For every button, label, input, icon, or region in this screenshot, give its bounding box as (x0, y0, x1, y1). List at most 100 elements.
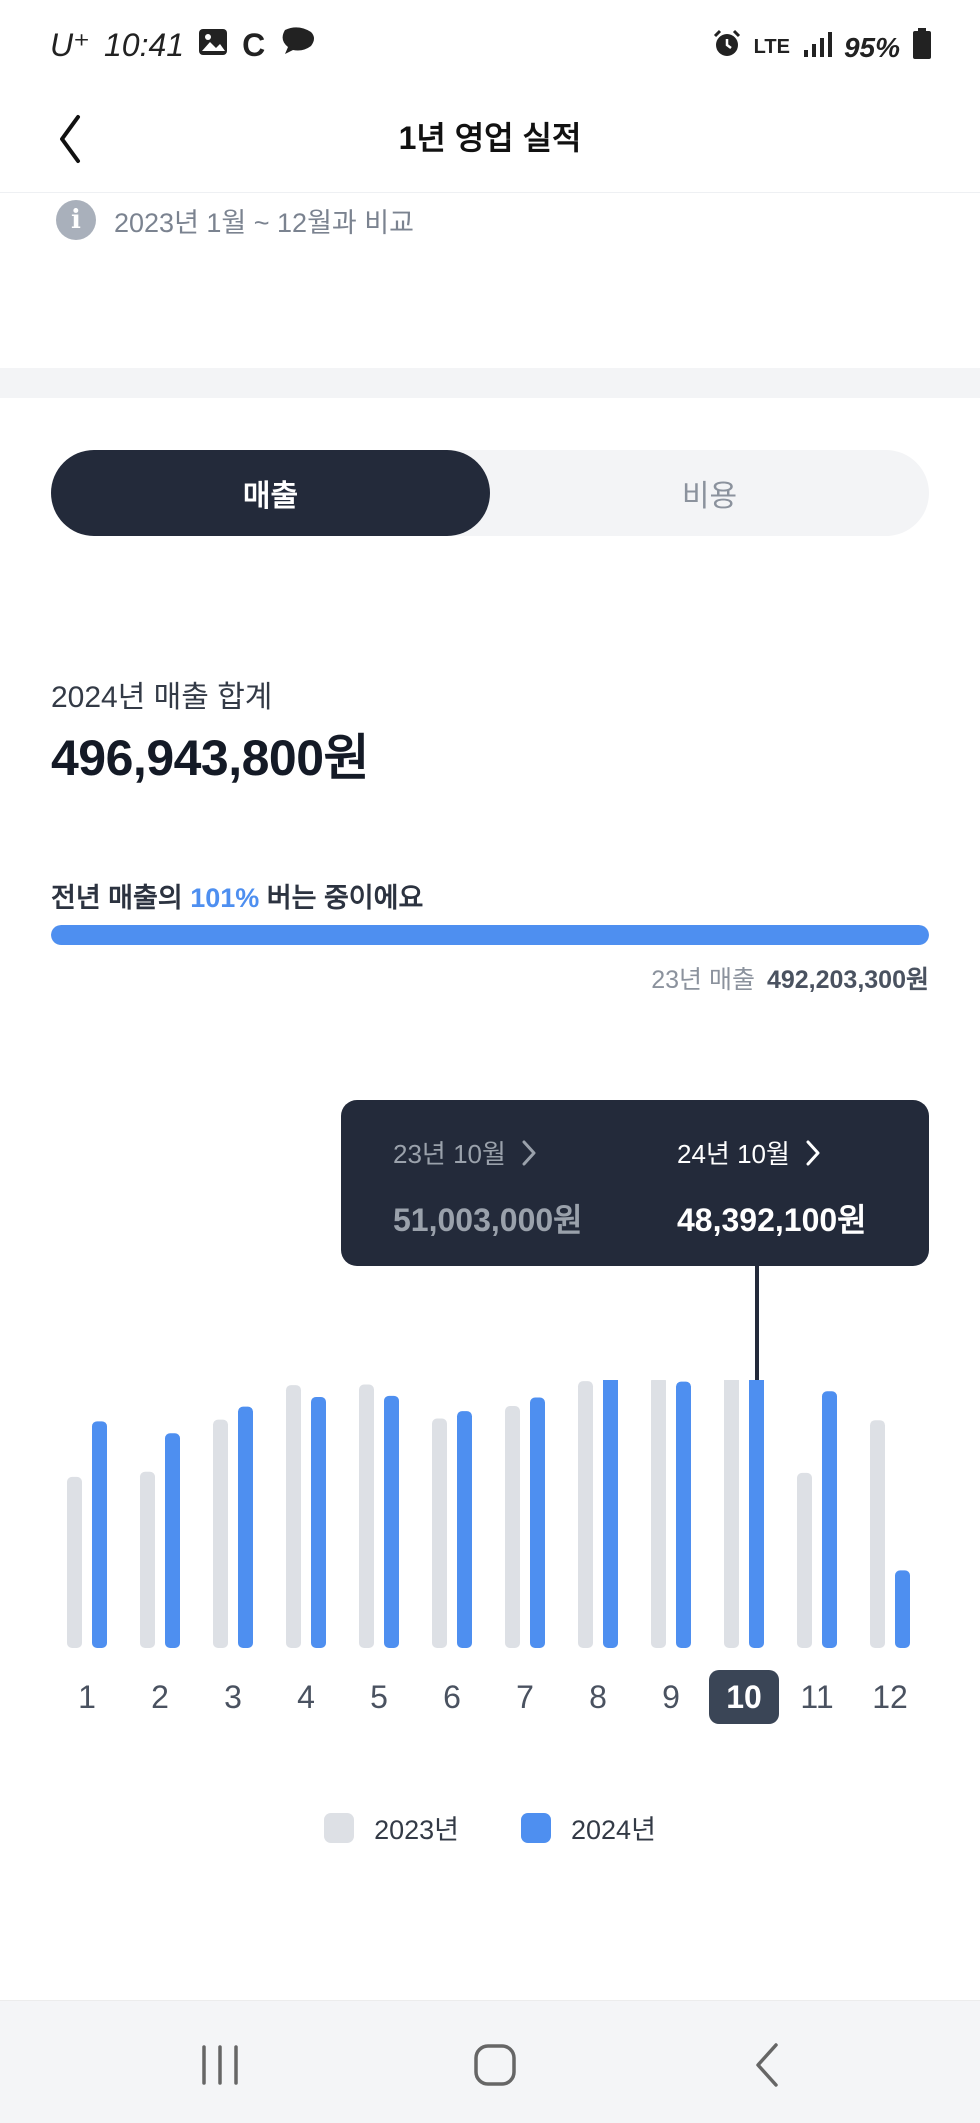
status-right: LTE 95% (712, 28, 932, 67)
tooltip-pointer-line (755, 1266, 759, 1408)
chevron-right-icon (806, 1140, 820, 1165)
bar-3-2023[interactable] (213, 1419, 228, 1648)
carrier-label: U⁺ (50, 27, 90, 63)
alarm-icon (712, 29, 742, 66)
tab-revenue[interactable]: 매출 (51, 450, 490, 536)
month-label-3[interactable]: 3 (224, 1679, 242, 1715)
back-button[interactable] (48, 111, 108, 171)
month-label-7[interactable]: 7 (516, 1679, 534, 1715)
progress-suffix: 버는 중이에요 (259, 883, 424, 913)
bar-4-2024[interactable] (311, 1396, 326, 1648)
tooltip-current-year[interactable]: 24년 10월 48,392,100원 (677, 1134, 867, 1241)
bar-1-2024[interactable] (92, 1421, 107, 1648)
progress-bar (51, 925, 929, 945)
progress-prefix: 전년 매출의 (51, 883, 191, 913)
month-label-1[interactable]: 1 (78, 1679, 96, 1715)
month-label-6[interactable]: 6 (443, 1679, 461, 1715)
tooltip-cur-value: 48,392,100원 (677, 1202, 867, 1238)
legend-item-2024: 2024년 (521, 1808, 656, 1847)
bar-chart-svg (67, 1380, 910, 1649)
tooltip-prev-head: 23년 10월 (393, 1134, 583, 1171)
battery-percent: 95% (843, 31, 900, 63)
bar-7-2024[interactable] (530, 1397, 545, 1648)
bar-4-2023[interactable] (286, 1385, 301, 1648)
bar-8-2023[interactable] (578, 1381, 593, 1648)
month-label-2[interactable]: 2 (151, 1679, 169, 1715)
tooltip-prev-value: 51,003,000원 (393, 1202, 583, 1238)
total-label: 2024년 매출 합계 (51, 681, 273, 714)
nav-back-button[interactable] (740, 2037, 800, 2093)
bar-10-2023[interactable] (724, 1380, 739, 1648)
month-label-10[interactable]: 10 (709, 1670, 779, 1724)
legend-label: 2024년 (571, 1815, 656, 1845)
progress-fill (51, 925, 929, 945)
bar-8-2024[interactable] (603, 1380, 618, 1648)
app-header: 1년 영업 실적 (0, 95, 980, 193)
progress-label: 전년 매출의 101% 버는 중이에요 (51, 876, 423, 915)
bar-5-2023[interactable] (359, 1384, 374, 1649)
comparison-period-text: 2023년 1월 ~ 12월과 비교 (114, 207, 414, 238)
chart-legend: 2023년 2024년 (0, 1808, 980, 1847)
bar-2-2024[interactable] (165, 1433, 180, 1648)
bar-11-2023[interactable] (797, 1472, 812, 1648)
network-type: LTE (753, 36, 790, 58)
home-icon (474, 2044, 516, 2086)
comparison-info: i 2023년 1월 ~ 12월과 비교 (56, 200, 414, 240)
previous-year-label: 23년 매출 (651, 966, 755, 994)
bar-9-2024[interactable] (676, 1381, 691, 1648)
tooltip-prev-year[interactable]: 23년 10월 51,003,000원 (393, 1134, 583, 1241)
bar-6-2023[interactable] (432, 1418, 447, 1649)
nav-back-icon (756, 2043, 778, 2087)
bar-9-2023[interactable] (651, 1380, 666, 1648)
tab-cost[interactable]: 비용 (681, 480, 738, 513)
bar-2-2023[interactable] (140, 1471, 155, 1648)
total-value: 496,943,800원 (51, 730, 370, 786)
chevron-left-icon (60, 115, 80, 163)
bar-12-2023[interactable] (870, 1420, 885, 1648)
bar-5-2024[interactable] (384, 1395, 399, 1648)
chevron-right-icon (522, 1140, 536, 1165)
status-left: U⁺ 10:41 C (50, 26, 317, 64)
bar-6-2024[interactable] (457, 1411, 472, 1648)
month-axis: 1 2 3 4 5 6 7 8 9 10 11 12 (0, 1670, 980, 1726)
signal-icon (802, 30, 832, 65)
bar-7-2023[interactable] (505, 1406, 520, 1648)
legend-label: 2023년 (374, 1815, 459, 1845)
progress-percent: 101% (190, 883, 260, 913)
chart-tooltip: 23년 10월 51,003,000원 24년 10월 48,392,100원 (341, 1100, 929, 1266)
recent-apps-button[interactable] (190, 2037, 250, 2093)
bar-11-2024[interactable] (822, 1391, 837, 1648)
gallery-icon (198, 27, 228, 64)
page-title: 1년 영업 실적 (398, 120, 582, 156)
month-label-4[interactable]: 4 (297, 1679, 315, 1715)
recent-apps-icon (202, 2045, 238, 2085)
previous-year-total: 23년 매출 492,203,300원 (651, 960, 929, 996)
home-button[interactable] (465, 2037, 525, 2093)
status-bar: U⁺ 10:41 C LTE 95% (0, 0, 980, 95)
tooltip-prev-month: 23년 10월 (393, 1139, 506, 1169)
bar-1-2023[interactable] (67, 1476, 82, 1648)
legend-swatch (324, 1812, 355, 1843)
clock: 10:41 (104, 26, 185, 63)
bar-12-2024[interactable] (895, 1570, 910, 1648)
monthly-bar-chart (0, 1380, 980, 1730)
info-icon: i (56, 200, 96, 240)
month-label-12[interactable]: 12 (872, 1679, 908, 1715)
revenue-cost-toggle: 매출 비용 (51, 450, 929, 536)
system-nav-bar (0, 2000, 980, 2123)
legend-item-2023: 2023년 (324, 1808, 459, 1847)
bar-3-2024[interactable] (238, 1406, 253, 1648)
month-label-8[interactable]: 8 (589, 1679, 607, 1715)
legend-swatch (521, 1812, 551, 1843)
c-app-icon: C (242, 26, 266, 63)
bar-10-2024[interactable] (749, 1380, 764, 1648)
month-label-5[interactable]: 5 (370, 1679, 388, 1715)
tooltip-cur-head: 24년 10월 (677, 1134, 867, 1171)
section-divider (0, 368, 980, 398)
chat-bubble-icon (279, 26, 317, 64)
previous-year-value: 492,203,300원 (766, 966, 929, 994)
month-label-9[interactable]: 9 (662, 1679, 680, 1715)
tooltip-cur-month: 24년 10월 (677, 1139, 790, 1169)
battery-icon (912, 28, 932, 67)
month-label-11[interactable]: 11 (800, 1679, 834, 1715)
